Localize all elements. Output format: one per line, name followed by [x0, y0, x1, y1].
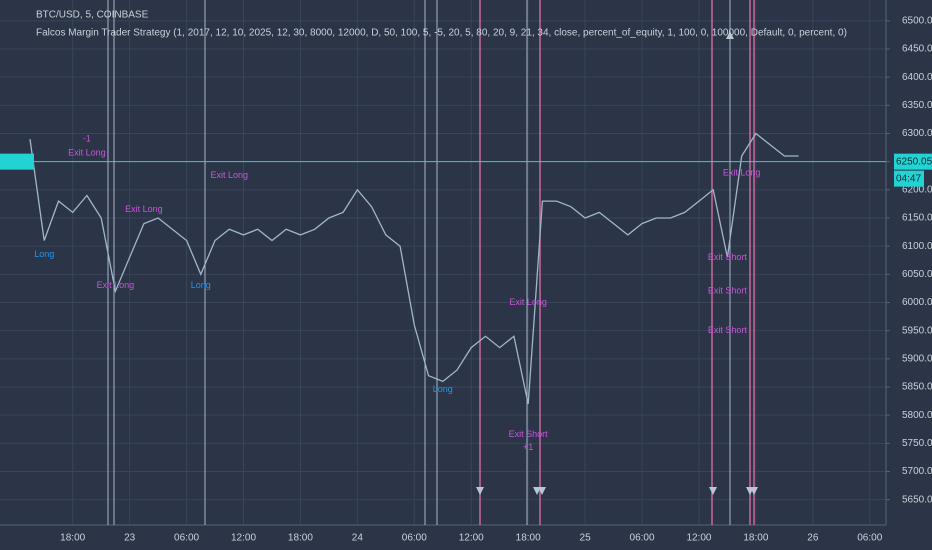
down-arrow: [709, 487, 717, 495]
last-price-box-left: [0, 153, 34, 170]
x-tick-label: 23: [124, 533, 136, 544]
y-tick-label: 6450.00: [902, 44, 932, 55]
y-tick-label: 6300.00: [902, 128, 932, 139]
x-tick-label: 12:00: [459, 533, 484, 544]
y-tick-label: 5750.00: [902, 438, 932, 449]
signal-label: Exit Long: [723, 167, 761, 177]
y-tick-label: 5950.00: [902, 325, 932, 336]
x-tick-label: 18:00: [288, 533, 313, 544]
signal-label: +1: [523, 442, 533, 452]
x-tick-label: 06:00: [402, 533, 427, 544]
y-tick-label: 6000.00: [902, 297, 932, 308]
y-tick-label: 5650.00: [902, 494, 932, 505]
signal-label: -1: [83, 134, 91, 144]
signal-label: Long: [34, 249, 54, 259]
x-tick-label: 06:00: [857, 533, 882, 544]
chart-subtitle: Falcos Margin Trader Strategy (1, 2017, …: [36, 28, 847, 39]
signal-label: Exit Short: [708, 252, 748, 262]
signal-label: Exit Short: [708, 325, 748, 335]
signal-arrows: [476, 31, 758, 495]
y-tick-label: 5700.00: [902, 466, 932, 477]
y-tick-label: 5800.00: [902, 410, 932, 421]
signal-label: Long: [433, 384, 453, 394]
x-tick-label: 12:00: [231, 533, 256, 544]
x-tick-label: 26: [807, 533, 819, 544]
signal-label: Long: [191, 280, 211, 290]
signal-label: Exit Short: [509, 429, 549, 439]
y-tick-label: 5900.00: [902, 353, 932, 364]
last-price-label: 6250.05: [896, 156, 932, 167]
x-tick-label: 18:00: [516, 533, 541, 544]
countdown-box: [894, 170, 924, 187]
down-arrow: [538, 487, 546, 495]
countdown-label: 04:47: [896, 173, 921, 184]
chart-title: BTC/USD, 5, COINBASE: [36, 10, 149, 21]
y-tick-label: 6500.00: [902, 15, 932, 26]
y-tick-label: 6400.00: [902, 72, 932, 83]
x-tick-label: 06:00: [174, 533, 199, 544]
x-tick-label: 18:00: [60, 533, 85, 544]
signal-label: Exit Short: [708, 286, 748, 296]
x-tick-label: 18:00: [743, 533, 768, 544]
down-arrow: [750, 487, 758, 495]
price-line: [29, 132, 799, 405]
down-arrow: [476, 487, 484, 495]
y-tick-label: 5850.00: [902, 382, 932, 393]
signal-label: Exit Long: [211, 170, 249, 180]
signal-label: Exit Long: [509, 297, 547, 307]
x-tick-label: 25: [580, 533, 592, 544]
x-tick-label: 12:00: [686, 533, 711, 544]
x-tick-label: 06:00: [630, 533, 655, 544]
signal-label: Exit Long: [97, 280, 135, 290]
y-tick-label: 6150.00: [902, 213, 932, 224]
signal-lines: [107, 0, 755, 525]
signal-label: Exit Long: [68, 148, 106, 158]
up-arrow: [726, 31, 734, 39]
y-tick-label: 6050.00: [902, 269, 932, 280]
signal-label: Exit Long: [125, 204, 163, 214]
y-tick-label: 6100.00: [902, 241, 932, 252]
y-tick-label: 6200.00: [902, 184, 932, 195]
x-tick-label: 24: [352, 533, 364, 544]
last-price-box: [894, 153, 932, 170]
y-tick-label: 6350.00: [902, 100, 932, 111]
